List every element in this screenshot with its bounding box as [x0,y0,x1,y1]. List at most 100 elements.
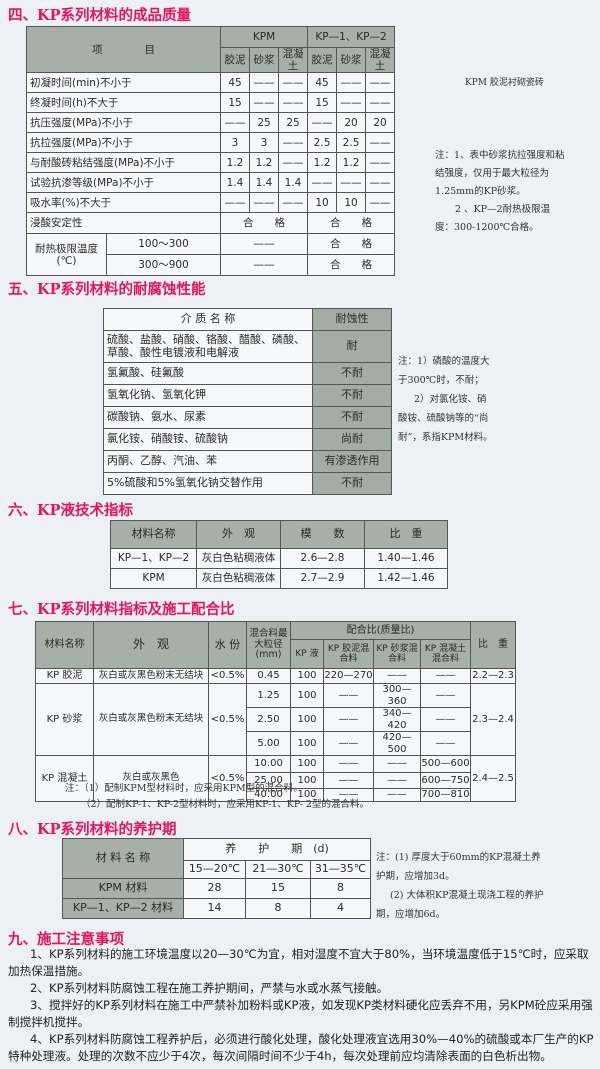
header-cell: 模 数 [280,520,365,549]
value-cell: 8 [310,878,371,899]
value-cell: 600—750 [420,772,471,789]
value-cell: 25 [277,112,309,134]
value-cell: —— [277,132,309,154]
material-name: KP—1、KP—2 材料 [62,898,184,919]
header-sj: KP 砂浆混合料 [373,639,421,669]
medium-cell: 碳酸钠、氨水、尿素 [103,406,313,429]
value-cell: 10 [336,192,367,214]
medium-cell: 5%硫酸和5%氢氧化钠交替作用 [103,472,313,495]
table-row: 2.50 100 —— 340—420 —— [36,707,516,732]
header-ratio: 配合比(质量比) [290,621,471,640]
value-cell: 45 [220,72,250,94]
row-label: 与耐酸砖粘结强度(MPa)不小于 [26,152,221,174]
section-9-title: 九、施工注意事项 [8,931,124,948]
header-cell: 材料名称 [110,520,197,549]
header-look: 外 观 [93,621,209,669]
table-row: 抗压强度(MPa)不小于 —— 25 25 —— 20 20 [26,112,396,134]
kp-liquid-table: 材料名称外 观模 数比 重 KP—1、KP—2 灰白色粘稠液体 2.6—2.8 1.4… [110,520,448,589]
water-content: <0.5% [208,683,247,756]
value-cell: 300—360 [373,683,421,708]
water-content: <0.5% [208,755,247,802]
photo-caption: KPM 胶泥衬砌瓷砖 [465,78,544,88]
value-cell: —— [307,172,338,194]
value-cell: 20 [336,112,367,134]
value-cell: 2.5 [336,132,367,154]
temperature-header: 21—30℃ [245,860,311,879]
section-5-notes: 注：1）磷酸的温度大于300℃时，不耐； 2）对氯化铵、硝酸铵、硫酸钠等的“尚耐… [398,352,493,447]
value-cell: —— [323,707,374,732]
row-label: 吸水率(%)不大于 [26,192,221,214]
value-cell: —— [420,668,471,684]
header-cell: 外 观 [196,520,281,549]
table-row: 终凝时间(h)不大于 15 —— —— 15 —— —— [26,92,396,114]
value-cell: 100 [290,683,324,708]
value-cell: —— [365,152,396,174]
precaution-item: 4、KP系列材料防腐蚀工程养护后，必须进行酸化处理，酸化处理液宜选用30%—40… [8,1032,594,1063]
table-row: KP 混凝土 灰白或灰黑色 <0.5% 10.00 100 —— —— 500—600 2.4—… [35,755,516,802]
appearance: 灰白或灰黑色粉末无结块 [93,668,209,684]
header-subcolumn: 砂浆 [249,46,279,74]
header-kpm: KPM [219,26,309,48]
value-cell: —— [249,92,279,114]
quality-table: 项 目 KPM KP—1、KP—2 胶泥 砂浆 混凝土 胶泥 砂浆 混凝土 初凝时间(min)… [26,25,396,277]
heat-label: 耐热极限温度(℃) [26,233,107,277]
water-content: <0.5% [208,668,247,684]
value-cell: 700—810 [420,788,471,802]
temperature-header: 31—35℃ [310,860,371,879]
value-cell: —— [307,112,338,134]
note: 注：(1) 厚度大于60mm的KP混凝土养护期，应增加3d。 [376,852,541,882]
value-cell: —— [249,192,279,214]
table-row: 氢氧化钠、氢氧化钾 不耐 [103,384,392,407]
precaution-item: 2、KP系列材料防腐蚀工程在施工养护期间，严禁与水或水蒸气接触。 [30,981,389,995]
value-cell: 2.50 [246,707,291,732]
value-cell: 2.7—2.9 [280,568,365,589]
resistance-cell: 尚耐 [312,428,392,451]
value-cell: 0.45 [246,668,291,684]
value-cell: —— [365,132,396,154]
value-cell: —— [323,683,374,708]
note: 注：1）磷酸的温度大于300℃时，不耐； [398,356,490,386]
material-name: KP 混凝土 [35,755,94,802]
table-row: 5%硫酸和5%氢氧化钠交替作用 不耐 [103,472,392,495]
resistance-cell: 不耐 [312,384,392,407]
value-cell: —— [420,683,471,708]
precautions-list: 1、KP系列材料的施工环境温度以20—30℃为宜，相对湿度不宜大于80%，当环境… [8,946,594,1065]
heat-range: 300～900 [106,254,221,277]
row-label: 终凝时间(h)不大于 [26,92,221,114]
row-label: 抗压强度(MPa)不小于 [26,112,221,134]
header-size: 混合料最大粒径(mm) [246,621,291,669]
material-name: KPM 材料 [62,878,184,899]
header-item: 项 目 [26,25,221,74]
value-cell: 100 [290,707,324,732]
specific-gravity: 2.2—2.3 [470,668,516,684]
value-cell: —— [277,72,309,94]
value-cell: 100 [290,668,324,684]
header-period: 养 护 期 (d) [183,838,371,861]
resistance-cell: 不耐 [312,472,392,495]
value-cell: —— [277,152,309,174]
note: 2）对氯化铵、硝酸铵、硫酸钠等的“尚耐”，系指KPM材料。 [398,394,493,443]
table-row: 吸水率(%)不大于 —— —— —— 10 10 —— [26,192,396,214]
value-cell: 500—600 [420,755,471,773]
value-cell: 15 [220,92,250,114]
value-cell: —— [420,731,471,756]
note: (2) 大体积KP混凝土现浇工程的养护期，应增加6d。 [376,890,544,920]
header-subcolumn: 混凝土 [277,46,309,74]
resistance-cell: 耐 [312,330,392,363]
header-jn: KP 胶泥混合料 [323,639,374,669]
value-cell: KPM [110,568,197,589]
value-cell: 灰白色粘稠液体 [196,548,281,569]
appearance: 灰白或灰黑色 [93,755,209,802]
table-row: 与耐酸砖粘结强度(MPa)不小于 1.2 1.2 —— 1.2 1.2 —— [26,152,396,174]
header-subcolumn: 混凝土 [365,46,396,74]
header-sg: 比 重 [470,621,516,669]
mix-ratio-table: 材料名称 外 观 水 份 混合料最大粒径(mm) 配合比(质量比) 比 重 KP… [35,621,516,802]
header-cell: 比 重 [364,520,448,549]
section-7-title: 七、KP系列材料指标及施工配合比 [8,601,235,618]
value-cell: 220—270 [323,668,374,684]
medium-cell: 氯化铵、硝酸铵、硫酸钠 [103,428,313,451]
value-cell: 1.2 [336,152,367,174]
table-row: 40.00 100 —— —— 700—810 [36,788,516,802]
curing-table: 材 料 名 称养 护 期 (d) 15—20℃ 21—30℃ 31—35℃ KPM … [62,838,371,919]
section-4-notes: 注：1、表中砂浆抗拉强度和粘结强度，仅用于最大粒径为1.25mm的KP砂浆。 2… [435,147,565,237]
